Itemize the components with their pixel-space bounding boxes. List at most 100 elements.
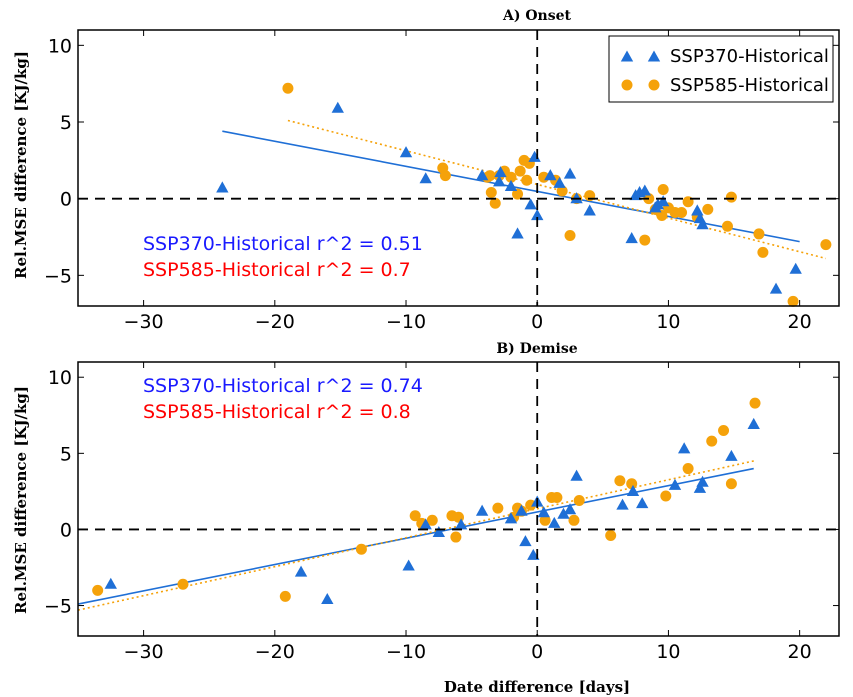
point-ssp370-onset — [563, 167, 577, 179]
point-ssp585-demise — [409, 510, 421, 522]
annotation-onset-ssp585: SSP585-Historical r^2 = 0.7 — [143, 259, 411, 281]
point-ssp370-demise — [616, 498, 629, 510]
point-ssp585-demise — [450, 531, 462, 543]
point-ssp370-demise — [678, 442, 691, 454]
point-ssp585-onset — [512, 188, 524, 200]
point-ssp370-demise — [668, 478, 682, 490]
point-ssp370-demise — [636, 497, 649, 509]
point-ssp585-onset — [657, 183, 669, 195]
point-ssp585-onset — [757, 246, 769, 258]
y-tick-label-onset: 5 — [60, 112, 72, 134]
x-tick-label-onset: −20 — [255, 311, 295, 333]
point-ssp585-onset — [439, 170, 451, 182]
point-ssp585-demise — [626, 478, 638, 490]
point-ssp370-onset — [625, 232, 638, 244]
point-ssp585-onset — [282, 82, 294, 94]
point-ssp370-onset — [216, 181, 229, 193]
point-ssp370-demise — [725, 449, 738, 461]
x-tick-label-onset: 0 — [531, 311, 543, 333]
point-ssp585-demise — [725, 478, 737, 490]
x-tick-label-demise: −10 — [386, 641, 426, 663]
point-ssp370-demise — [548, 516, 561, 528]
point-ssp370-demise — [104, 577, 117, 589]
point-ssp585-demise — [660, 490, 672, 502]
point-ssp370-onset — [583, 204, 596, 216]
point-ssp370-demise — [563, 503, 577, 515]
point-ssp370-demise — [402, 559, 415, 571]
point-ssp370-demise — [626, 484, 640, 496]
legend-marker-ssp585-b — [648, 79, 660, 91]
point-ssp370-onset — [524, 198, 537, 210]
x-tick-label-onset: −10 — [386, 311, 426, 333]
point-ssp585-onset — [702, 203, 714, 215]
panel-title-demise: B) Demise — [496, 341, 577, 357]
plot-frame-demise — [77, 361, 840, 637]
annotation-demise-ssp370: SSP370-Historical r^2 = 0.74 — [143, 375, 423, 397]
point-ssp370-demise — [419, 518, 432, 530]
point-ssp370-onset — [528, 150, 541, 162]
point-ssp585-demise — [614, 475, 626, 487]
x-tick-label-demise: 0 — [531, 641, 543, 663]
annotation-demise-ssp585: SSP585-Historical r^2 = 0.8 — [143, 401, 411, 423]
point-ssp585-demise — [551, 491, 563, 503]
x-tick-label-demise: 20 — [788, 641, 812, 663]
point-ssp585-onset — [787, 295, 799, 307]
point-ssp370-demise — [570, 469, 583, 481]
y-axis-label-demise: Rel.MSE difference [KJ/kg] — [12, 386, 30, 614]
point-ssp585-onset — [753, 228, 765, 240]
point-ssp585-demise — [718, 425, 730, 436]
point-ssp370-onset — [691, 204, 704, 216]
point-ssp585-demise — [492, 502, 504, 514]
point-ssp585-demise — [605, 530, 617, 542]
x-tick-label-demise: −30 — [124, 641, 164, 663]
x-tick-label-demise: 10 — [656, 641, 680, 663]
point-ssp585-onset — [556, 185, 568, 197]
point-ssp370-onset — [789, 262, 802, 274]
point-ssp585-demise — [426, 514, 438, 526]
point-ssp585-demise — [92, 584, 104, 596]
annotation-onset-ssp370: SSP370-Historical r^2 = 0.51 — [143, 233, 423, 255]
point-ssp585-onset — [639, 234, 651, 246]
point-ssp370-onset — [331, 101, 344, 113]
y-tick-label-onset: 10 — [48, 35, 72, 57]
legend-label-ssp370: SSP370-Historical — [670, 46, 829, 67]
point-ssp370-onset — [657, 195, 670, 207]
y-axis-label-onset: Rel.MSE difference [KJ/kg] — [12, 51, 30, 279]
point-ssp585-demise — [279, 590, 291, 602]
point-ssp370-onset — [570, 192, 583, 204]
point-ssp370-onset — [419, 172, 432, 184]
y-tick-label-demise: 0 — [60, 519, 72, 541]
x-tick-label-onset: 10 — [656, 311, 680, 333]
point-ssp370-demise — [537, 506, 550, 518]
point-ssp585-onset — [521, 174, 533, 186]
point-ssp370-demise — [475, 504, 489, 516]
point-ssp585-demise — [749, 397, 761, 409]
point-ssp370-onset — [399, 146, 413, 158]
point-ssp585-demise — [706, 435, 718, 447]
y-tick-label-demise: −5 — [44, 596, 72, 618]
x-axis-label: Date difference [days] — [444, 678, 630, 696]
point-ssp585-onset — [820, 239, 832, 251]
point-ssp370-onset — [544, 169, 557, 181]
point-ssp370-demise — [294, 565, 308, 577]
point-ssp585-onset — [485, 187, 497, 199]
point-ssp370-demise — [504, 512, 518, 524]
point-ssp370-onset — [492, 175, 506, 187]
point-ssp370-demise — [321, 592, 334, 605]
point-ssp370-onset — [511, 227, 524, 239]
point-ssp585-onset — [656, 210, 668, 222]
plot-frame-onset — [77, 29, 840, 307]
point-ssp370-demise — [557, 507, 570, 519]
point-ssp370-demise — [693, 481, 707, 493]
legend-label-ssp585: SSP585-Historical — [670, 75, 829, 96]
point-ssp370-onset — [638, 184, 651, 196]
legend-marker-ssp585-a — [621, 79, 633, 91]
y-tick-label-demise: 5 — [60, 443, 72, 465]
fit-line-ssp585-demise — [77, 460, 754, 611]
panel-onset: −30 −20 −10 0 10 20 −5 0 5 10 A) Onset Rel.MSE di… — [12, 8, 840, 333]
y-tick-label-demise: 10 — [48, 367, 72, 389]
point-ssp585-demise — [355, 543, 367, 555]
point-ssp370-demise — [454, 518, 468, 530]
point-ssp370-onset — [651, 198, 665, 210]
point-ssp585-demise — [539, 514, 551, 526]
